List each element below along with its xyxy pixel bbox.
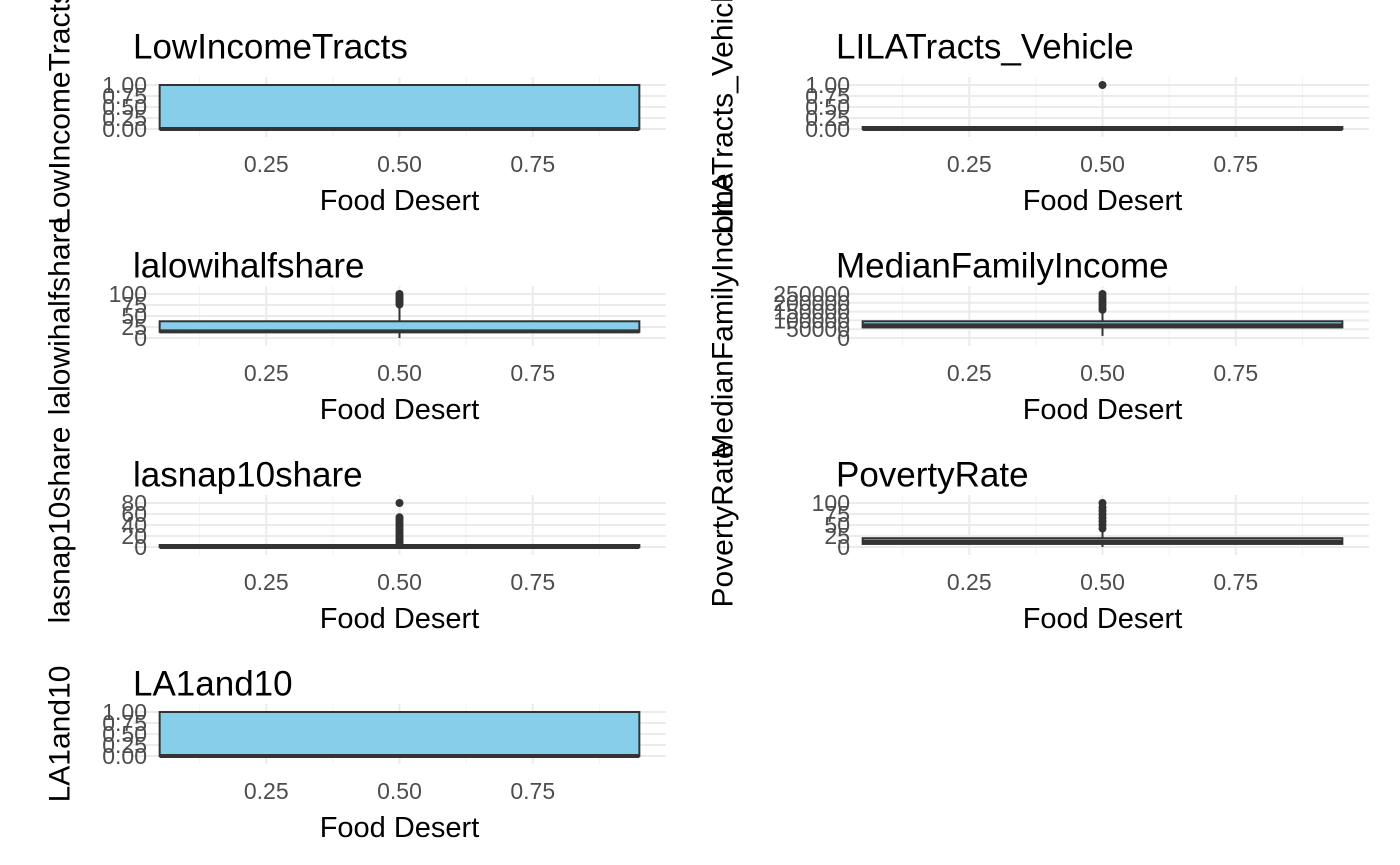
y-tick-label: 100000 (773, 307, 850, 333)
y-tick-label: 0 (134, 325, 147, 351)
outlier-point (395, 499, 404, 507)
x-tick-label: 0.25 (244, 778, 289, 804)
x-axis-label: Food Desert (320, 394, 480, 426)
y-tick-label: 75 (121, 292, 147, 318)
y-tick-label: 0.75 (102, 710, 147, 736)
y-axis-label: lalowihalfshare (44, 217, 77, 415)
x-tick-label: 0.50 (1080, 360, 1125, 386)
x-tick-label: 0.50 (377, 360, 422, 386)
panel-1: LILATracts_Vehicle LILATracts_Vehicle 0.00… (707, 0, 1369, 235)
y-tick-label: 0.50 (102, 721, 147, 747)
outlier-point (1098, 499, 1107, 507)
panel-title: lalowihalfshare (133, 247, 365, 286)
x-axis-label: Food Desert (1023, 603, 1183, 635)
y-tick-label: 1.00 (805, 72, 850, 98)
iqr-box (158, 711, 641, 757)
x-tick-label: 0.75 (1213, 360, 1258, 386)
y-tick-label: 100 (812, 490, 850, 516)
y-tick-label: 250000 (773, 281, 850, 307)
y-tick-label: 0.00 (805, 116, 850, 142)
x-axis-label: Food Desert (320, 603, 480, 635)
y-tick-label: 40 (121, 512, 147, 538)
y-tick-label: 25 (824, 523, 850, 549)
y-tick-label: 100 (109, 281, 147, 307)
y-axis-label: lasnap10share (44, 427, 77, 624)
x-tick-label: 0.50 (377, 778, 422, 804)
y-tick-label: 60 (121, 501, 147, 527)
panel-title: MedianFamilyIncome (836, 247, 1169, 286)
y-tick-label: 0.25 (102, 105, 147, 131)
y-axis-label: LowIncomeTracts (44, 0, 77, 225)
y-tick-label: 1.00 (102, 699, 147, 725)
x-tick-label: 0.50 (1080, 569, 1125, 595)
y-tick-label: 0.00 (102, 116, 147, 142)
outlier-point (1098, 290, 1107, 298)
y-tick-label: 200000 (773, 290, 850, 316)
panel-title: lasnap10share (133, 456, 363, 495)
x-tick-label: 0.50 (1080, 151, 1125, 177)
panel-title: PovertyRate (836, 456, 1029, 495)
y-tick-label: 0 (837, 325, 850, 351)
y-tick-label: 0 (134, 534, 147, 560)
panel-title: LA1and10 (133, 665, 293, 704)
y-axis-label: PovertyRate (707, 442, 740, 607)
panel-3: MedianFamilyIncome MedianFamilyIncome 0500… (707, 173, 1369, 459)
x-tick-label: 0.25 (947, 569, 992, 595)
iqr-box (158, 84, 641, 130)
y-axis-label: LILATracts_Vehicle (707, 0, 740, 235)
y-tick-label: 0.25 (102, 732, 147, 758)
y-axis-label: MedianFamilyIncome (707, 173, 740, 458)
x-tick-label: 0.25 (244, 151, 289, 177)
y-tick-label: 75 (824, 501, 850, 527)
panel-2: lalowihalfshare lalowihalfshare 0255075100… (44, 217, 666, 426)
outlier-point (1098, 81, 1107, 89)
y-tick-label: 0.50 (102, 94, 147, 120)
x-axis-label: Food Desert (1023, 394, 1183, 426)
outlier-point (395, 290, 404, 298)
y-tick-label: 50 (121, 303, 147, 329)
y-tick-label: 0.00 (102, 743, 147, 769)
y-tick-label: 1.00 (102, 72, 147, 98)
x-tick-label: 0.50 (377, 151, 422, 177)
y-tick-label: 20 (121, 523, 147, 549)
y-tick-label: 80 (121, 490, 147, 516)
x-axis-label: Food Desert (320, 812, 480, 844)
y-tick-label: 0.50 (805, 94, 850, 120)
y-tick-label: 50 (824, 512, 850, 538)
x-tick-label: 0.75 (510, 569, 555, 595)
y-tick-label: 0.75 (805, 83, 850, 109)
y-axis-label: LA1and10 (44, 666, 77, 803)
y-tick-label: 150000 (773, 299, 850, 325)
panel-title: LowIncomeTracts (133, 28, 408, 67)
x-tick-label: 0.25 (947, 360, 992, 386)
x-tick-label: 0.75 (510, 360, 555, 386)
y-tick-label: 0 (837, 534, 850, 560)
x-tick-label: 0.25 (244, 569, 289, 595)
x-tick-label: 0.75 (1213, 151, 1258, 177)
y-tick-label: 50000 (786, 316, 850, 342)
y-tick-label: 0.25 (805, 105, 850, 131)
x-tick-label: 0.25 (244, 360, 289, 386)
y-tick-label: 25 (121, 314, 147, 340)
x-tick-label: 0.75 (1213, 569, 1258, 595)
x-tick-label: 0.75 (510, 778, 555, 804)
x-tick-label: 0.25 (947, 151, 992, 177)
x-axis-label: Food Desert (320, 185, 480, 217)
y-tick-label: 0.75 (102, 83, 147, 109)
x-axis-label: Food Desert (1023, 185, 1183, 217)
panel-title: LILATracts_Vehicle (836, 28, 1134, 67)
x-tick-label: 0.75 (510, 151, 555, 177)
outlier-point (395, 513, 404, 522)
x-tick-label: 0.50 (377, 569, 422, 595)
